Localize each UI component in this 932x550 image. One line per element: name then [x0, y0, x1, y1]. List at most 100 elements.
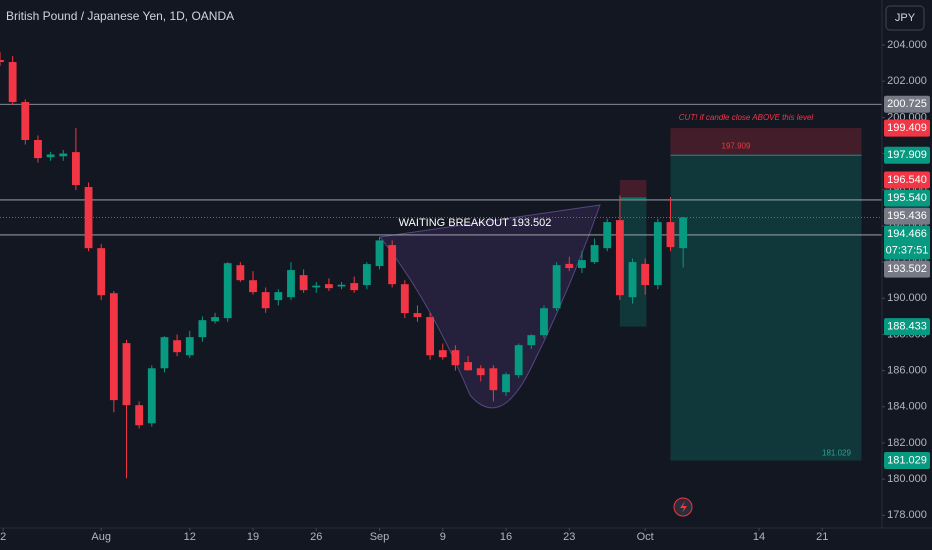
candle-body — [84, 187, 93, 249]
plot-area — [0, 52, 882, 479]
price-badge — [884, 171, 930, 189]
candle-body — [34, 140, 42, 159]
price-badge — [884, 207, 930, 225]
candle-body — [679, 217, 688, 249]
price-badge-label: 194.466 — [887, 228, 927, 240]
price-badge — [884, 119, 930, 137]
candle-body — [122, 343, 131, 406]
x-tick-label: 23 — [563, 531, 575, 543]
price-badge — [884, 260, 930, 278]
currency-button[interactable] — [885, 5, 925, 31]
y-tick-label: 204.000 — [887, 39, 927, 51]
candle-body — [400, 284, 409, 314]
cup-pattern — [379, 204, 601, 409]
y-tick-label: 184.000 — [887, 401, 927, 413]
price-badge-label: 188.433 — [887, 321, 927, 333]
candle-body — [299, 275, 308, 291]
candle-body — [426, 317, 435, 356]
candle-body — [666, 222, 675, 248]
candle-body — [249, 280, 257, 293]
chart-title: British Pound / Japanese Yen, 1D, OANDA — [6, 9, 234, 23]
y-tick-label: 178.000 — [887, 509, 927, 521]
candle-body — [603, 222, 612, 249]
y-tick-label: 190.000 — [887, 292, 927, 304]
price-badge-label: 195.436 — [887, 210, 927, 222]
candle-body — [540, 308, 548, 336]
candle-body — [173, 340, 182, 353]
candle-body — [438, 350, 447, 358]
candle-body — [198, 320, 207, 338]
x-tick-label: Oct — [637, 531, 654, 543]
candle-body — [527, 335, 536, 346]
y-tick-label: 182.000 — [887, 437, 927, 449]
candle-body — [514, 345, 523, 376]
price-badge — [884, 146, 930, 164]
x-tick-label: 19 — [247, 531, 259, 543]
price-badge-label: 199.409 — [887, 122, 927, 134]
x-tick-label: 2 — [0, 531, 6, 543]
price-badge-label: 196.540 — [887, 174, 927, 186]
x-tick-label: Sep — [370, 531, 390, 543]
price-badge — [884, 95, 930, 113]
candle-body — [451, 350, 460, 366]
y-tick-label: 186.000 — [887, 365, 927, 377]
candle-body — [565, 263, 574, 269]
x-tick-label: 16 — [500, 531, 512, 543]
candle-body — [287, 270, 295, 298]
currency-label[interactable]: JPY — [895, 12, 916, 24]
price-badge-label: 195.540 — [887, 192, 927, 204]
candle-body — [324, 284, 333, 289]
candle-body — [615, 220, 624, 296]
stop-zone — [670, 128, 862, 156]
candle-body — [641, 263, 650, 286]
price-badge — [884, 189, 930, 207]
candle-body — [274, 292, 283, 301]
price-badge-label: 181.029 — [887, 454, 927, 466]
entry-text: 197.909 — [722, 141, 751, 150]
candle-body — [0, 60, 4, 63]
target-text: 181.029 — [822, 449, 851, 458]
candle-body — [552, 265, 561, 309]
x-tick-label: 12 — [184, 531, 196, 543]
candle-body — [223, 263, 232, 319]
candle-body — [362, 264, 371, 286]
candle-body — [71, 152, 80, 186]
x-tick-label: 26 — [310, 531, 322, 543]
candle-body — [502, 374, 510, 393]
candle-body — [97, 248, 106, 296]
x-tick-label: 9 — [440, 531, 446, 543]
candle-body — [312, 285, 321, 288]
candle-body — [236, 265, 245, 281]
candle-body — [653, 222, 662, 286]
countdown-label: 07:37:51 — [886, 244, 929, 256]
y-tick-label: 202.000 — [887, 75, 927, 87]
price-badge-label: 193.502 — [887, 263, 927, 275]
candle-body — [578, 260, 586, 269]
candle-body — [413, 313, 422, 318]
candle-body — [21, 102, 30, 141]
candle-body — [135, 405, 144, 426]
candle-body — [147, 368, 156, 424]
candle-body — [388, 245, 397, 285]
price-badge — [884, 452, 930, 470]
candle-body — [590, 245, 599, 263]
candle-body — [211, 317, 219, 322]
price-badge-label: 200.725 — [887, 98, 927, 110]
candle-body — [261, 292, 270, 309]
candle-body — [350, 283, 359, 291]
candle-body — [628, 262, 637, 298]
breakout-annotation: WAITING BREAKOUT 193.502 — [399, 217, 552, 229]
candle-body — [476, 368, 485, 376]
target-zone — [670, 155, 862, 461]
candle-body — [464, 362, 472, 371]
x-tick-label: 14 — [753, 531, 765, 543]
candle-body — [59, 153, 68, 157]
y-tick-label: 180.000 — [887, 473, 927, 485]
alert-bolt — [680, 501, 687, 513]
price-badge — [884, 318, 930, 336]
candle-body — [375, 240, 384, 267]
candle-body — [8, 62, 17, 103]
